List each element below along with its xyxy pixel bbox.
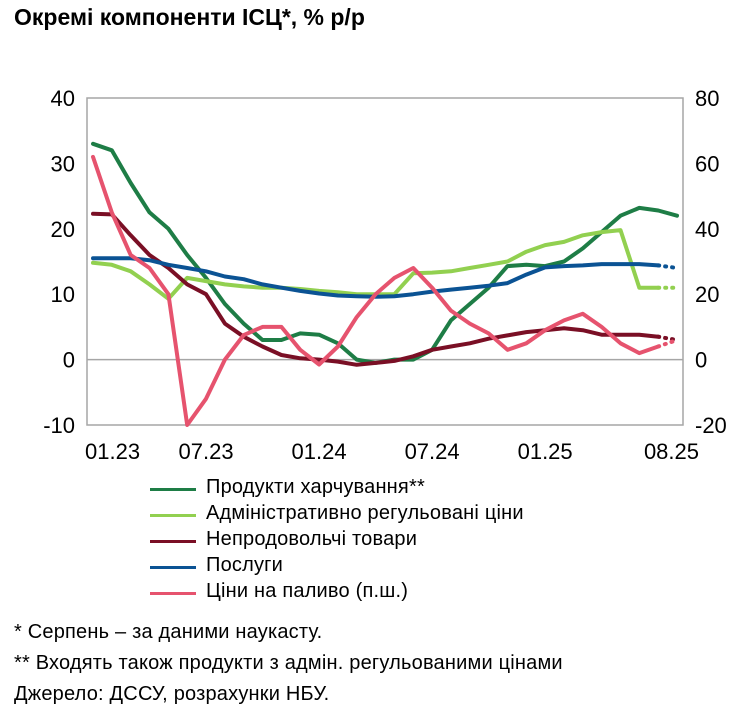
- legend-label-food: Продукти харчування**: [206, 476, 425, 498]
- legend-swatch-food: [150, 488, 196, 491]
- series-nowcast-3: [656, 263, 679, 270]
- y-left-tick-label: 20: [51, 217, 75, 242]
- x-tick-label: 01.25: [518, 439, 573, 464]
- y-right-tick-label: -20: [695, 413, 727, 438]
- legend-label-nonfood: Непродовольчі товари: [206, 528, 418, 550]
- x-tick-label: 07.23: [179, 439, 234, 464]
- series-nowcast-2: [656, 334, 679, 342]
- y-right-tick-label: 0: [695, 348, 707, 373]
- footnote-source: Джерело: ДССУ, розрахунки НБУ.: [14, 683, 330, 705]
- series-nowcast-4: [656, 338, 679, 349]
- y-right-tick-label: 20: [695, 282, 719, 307]
- y-left-tick-label: 10: [51, 282, 75, 307]
- y-right-tick-label: 60: [695, 151, 719, 176]
- x-tick-label: 07.24: [405, 439, 460, 464]
- x-tick-label: 08.25: [644, 439, 699, 464]
- y-left-tick-label: 0: [63, 348, 75, 373]
- legend-label-services: Послуги: [206, 554, 284, 576]
- footnote-food: ** Входять також продукти з адмін. регул…: [14, 652, 563, 674]
- x-tick-label: 01.23: [85, 439, 140, 464]
- legend-swatch-administered: [150, 514, 196, 517]
- legend-label-administered: Адміністративно регульовані ціни: [206, 502, 524, 524]
- footnote-august: * Серпень – за даними наукасту.: [14, 621, 323, 643]
- y-left-tick-label: 30: [51, 151, 75, 176]
- legend-swatch-nonfood: [150, 540, 196, 543]
- footnotes: * Серпень – за даними наукасту. ** Входя…: [14, 617, 563, 710]
- y-right-tick-label: 40: [695, 217, 719, 242]
- y-right-tick-label: 80: [695, 86, 719, 111]
- y-left-tick-label: -10: [43, 413, 75, 438]
- legend-swatch-fuel: [150, 592, 196, 595]
- series-line-4: [91, 154, 661, 427]
- x-tick-label: 01.24: [292, 439, 347, 464]
- plot-frame: [86, 97, 684, 426]
- chart-title: Окремі компоненти ІСЦ*, % р/р: [14, 4, 365, 30]
- legend-label-fuel: Ціни на паливо (п.ш.): [206, 580, 409, 602]
- legend-swatch-services: [150, 566, 196, 569]
- y-left-tick-label: 40: [51, 86, 75, 111]
- series-line-2: [91, 211, 661, 367]
